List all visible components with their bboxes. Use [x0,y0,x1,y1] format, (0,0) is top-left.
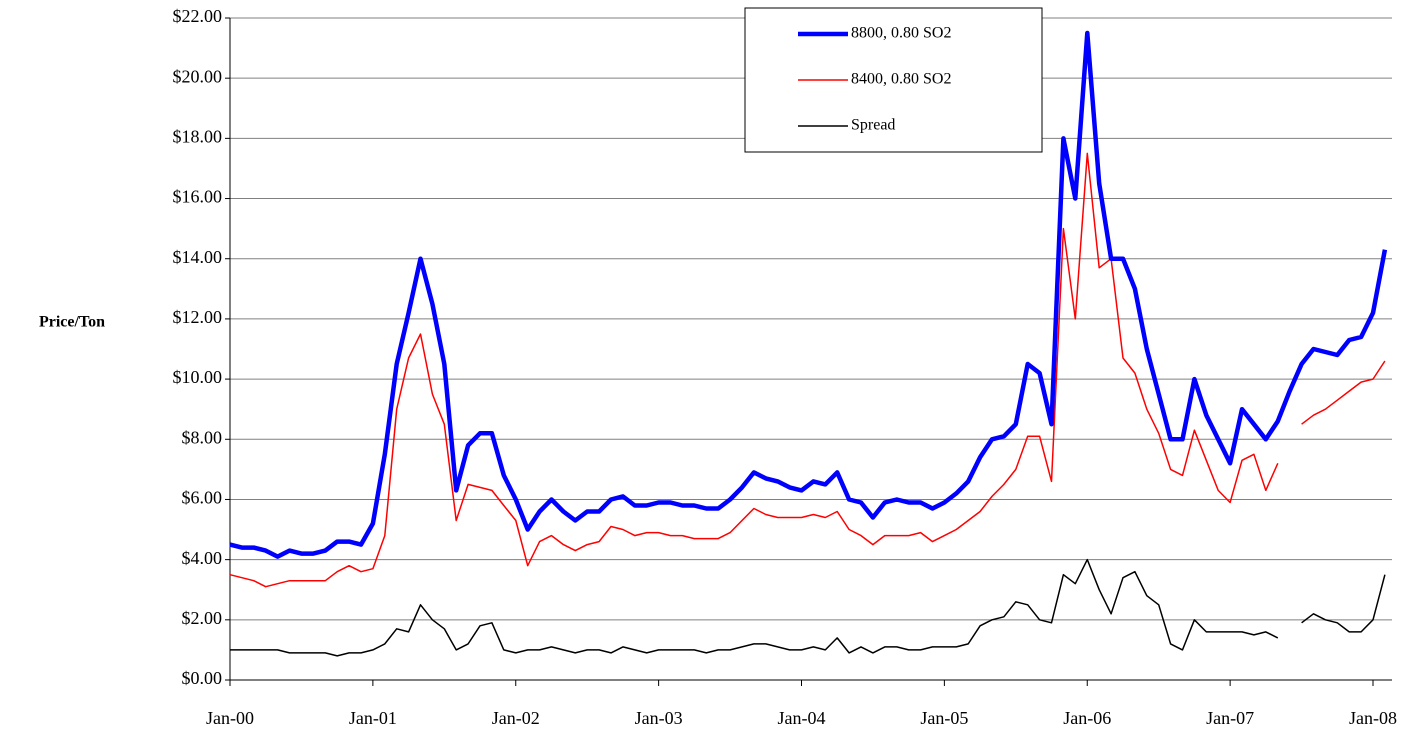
legend-box [744,7,1043,153]
y-tick-label: $4.00 [182,548,223,568]
y-tick-label: $2.00 [182,608,223,628]
y-axis-label: Price/Ton [39,314,105,331]
y-tick-label: $16.00 [173,187,223,207]
x-tick-label: Jan-04 [778,708,826,728]
series-line [229,152,1386,588]
series-line [230,558,1386,657]
x-tick-label: Jan-05 [920,708,968,728]
y-tick-label: $0.00 [182,668,223,688]
y-tick-label: $10.00 [173,367,223,387]
legend-label: 8800, 0.80 SO2 [851,25,951,42]
y-tick-label: $20.00 [173,66,223,86]
x-tick-label: Jan-07 [1206,708,1254,728]
y-tick-label: $14.00 [173,247,223,267]
x-tick-label: Jan-01 [349,708,397,728]
legend-label: 8400, 0.80 SO2 [851,71,951,88]
y-tick-label: $12.00 [173,307,223,327]
y-tick-label: $6.00 [182,488,223,508]
legend-label: Spread [851,117,895,134]
x-tick-label: Jan-00 [206,708,254,728]
x-tick-label: Jan-03 [635,708,683,728]
y-tick-label: $18.00 [173,126,223,146]
x-tick-label: Jan-02 [492,708,540,728]
x-tick-label: Jan-08 [1349,708,1397,728]
x-tick-label: Jan-06 [1063,708,1111,728]
y-tick-label: $22.00 [173,6,223,26]
y-tick-label: $8.00 [182,427,223,447]
series-line [229,30,1388,559]
